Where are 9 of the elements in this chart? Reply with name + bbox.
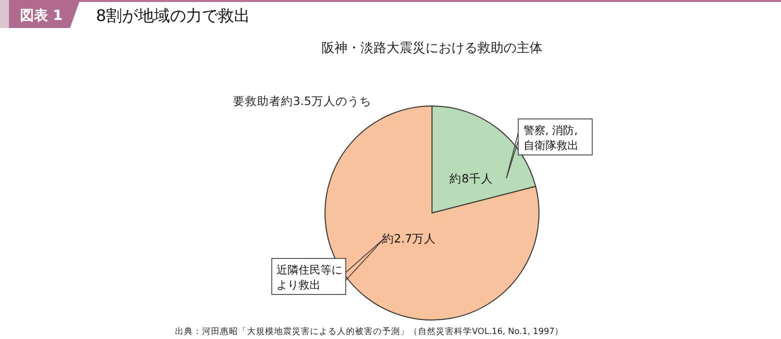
data-label: 約8千人 [450,171,494,186]
text: 図表 1 [20,8,63,24]
chart-title: 8割が地域の力で救出 [96,6,250,25]
text: 要救助者約3.5万人のうち [233,94,372,108]
data-label: 約2.7万人 [382,232,436,246]
slice-label: 警察, 消防,自衛隊救出 [523,124,578,152]
slice-label: 近隣住民等により救出 [276,263,343,292]
source-note: 出典：河田惠昭「大規模地震災害による人的被害の予測」（自然災害科学VOL.16, No.1, 1997） [175,326,564,337]
chart-subtitle: 阪神・淡路大震災における救助の主体 [322,40,542,56]
